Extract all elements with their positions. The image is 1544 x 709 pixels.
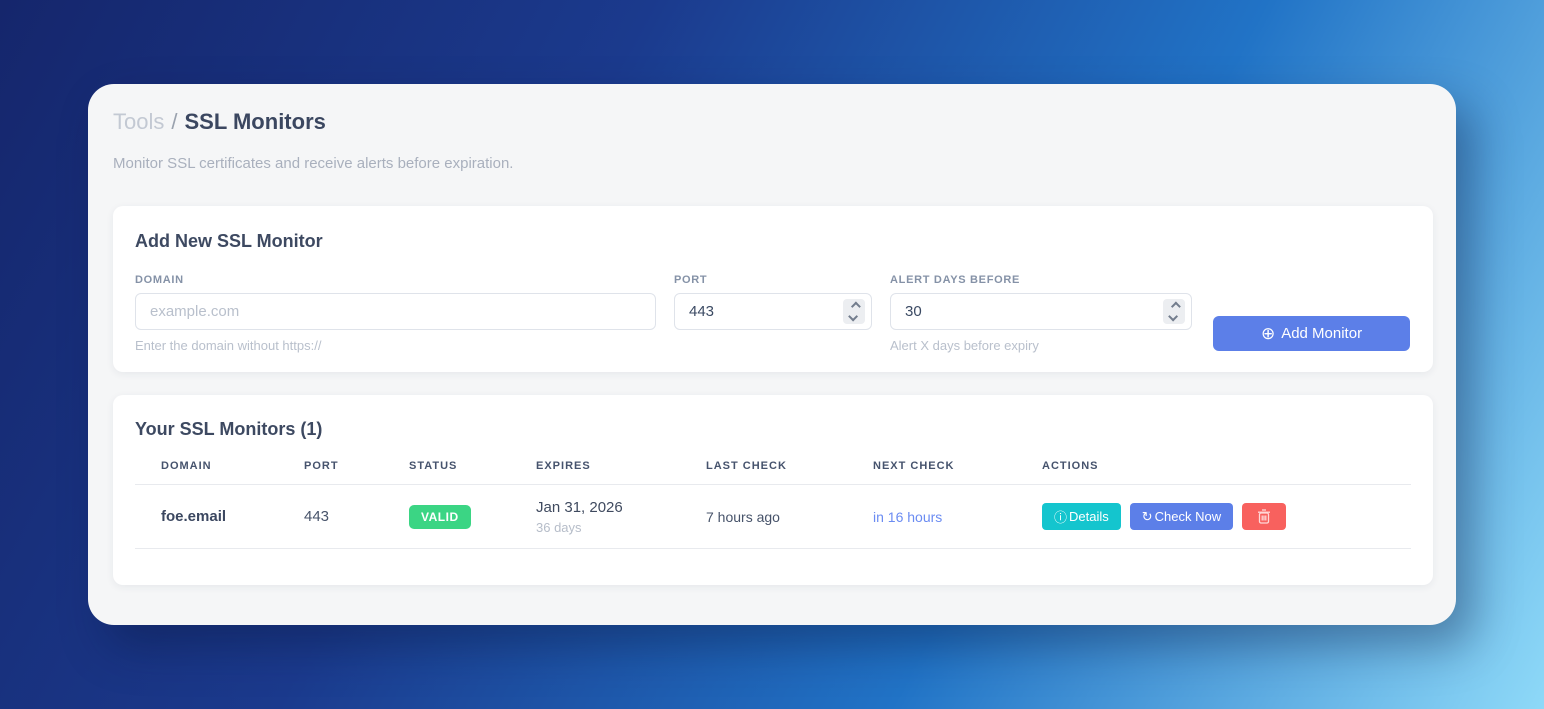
info-icon: ⓘ [1054,510,1068,525]
add-monitor-card-title: Add New SSL Monitor [135,231,323,251]
check-now-button-label: Check Now [1154,509,1222,524]
monitors-table: DOMAIN PORT STATUS EXPIRES LAST CHECK NE… [135,460,1411,549]
domain-label: DOMAIN [135,274,184,286]
alert-days-field-group: ALERT DAYS BEFORE Alert X days before ex… [890,274,1192,353]
chevron-down-icon [847,311,858,322]
check-now-button[interactable]: ↻ Check Now [1129,503,1234,530]
alert-days-input[interactable] [890,293,1192,330]
col-actions: ACTIONS [1042,460,1411,485]
chevron-up-icon [1170,301,1181,312]
add-monitor-form: DOMAIN Enter the domain without https://… [135,274,1411,353]
cell-status: VALID [409,484,536,549]
breadcrumb-tools[interactable]: Tools [113,109,165,134]
chevron-down-icon [1167,311,1178,322]
monitors-card-title: Your SSL Monitors (1) [135,419,323,439]
add-monitor-button-label: Add Monitor [1281,325,1363,342]
port-label: PORT [674,274,708,286]
status-badge: VALID [409,504,471,529]
cell-last-check: 7 hours ago [706,484,873,549]
col-port: PORT [304,460,409,485]
domain-field-group: DOMAIN Enter the domain without https:// [135,274,656,353]
breadcrumb: Tools / SSL Monitors [113,108,1431,136]
cell-actions: ⓘ Details ↻ Check Now [1042,484,1411,549]
cell-next-check: in 16 hours [873,484,1042,549]
port-field-group: PORT [674,274,872,353]
page-subtitle: Monitor SSL certificates and receive ale… [113,155,514,172]
expires-days-remaining: 36 days [536,519,582,535]
port-input[interactable] [674,293,872,330]
monitors-card: Your SSL Monitors (1) DOMAIN PORT STATUS… [113,395,1433,585]
alert-days-helper-text: Alert X days before expiry [890,338,1039,353]
col-expires: EXPIRES [536,460,706,485]
expires-date: Jan 31, 2026 [536,498,623,516]
details-button-label: Details [1069,509,1109,524]
chevron-up-icon [850,301,861,312]
circle-plus-icon: ⊕ [1260,324,1276,343]
alert-days-label: ALERT DAYS BEFORE [890,274,1021,286]
alert-days-stepper[interactable] [1163,299,1185,324]
col-last-check: LAST CHECK [706,460,873,485]
submit-group: ⊕ Add Monitor [1213,274,1410,353]
cell-expires: Jan 31, 2026 36 days [536,484,706,549]
col-next-check: NEXT CHECK [873,460,1042,485]
add-monitor-button[interactable]: ⊕ Add Monitor [1213,316,1410,351]
main-panel: Tools / SSL Monitors Monitor SSL certifica… [88,84,1456,625]
table-header-row: DOMAIN PORT STATUS EXPIRES LAST CHECK NE… [135,460,1411,485]
details-button[interactable]: ⓘ Details [1042,503,1121,530]
add-monitor-card: Add New SSL Monitor DOMAIN Enter the dom… [113,206,1433,372]
trash-icon [1258,509,1271,524]
page-title: SSL Monitors [184,109,326,134]
breadcrumb-separator: / [171,109,178,134]
cell-port: 443 [304,484,409,549]
delete-button[interactable] [1242,503,1287,530]
domain-input[interactable] [135,293,656,330]
port-stepper[interactable] [843,299,865,324]
col-domain: DOMAIN [135,460,304,485]
col-status: STATUS [409,460,536,485]
table-row: foe.email 443 VALID Jan 31, 2026 36 days… [135,484,1411,549]
cell-domain: foe.email [135,484,304,549]
domain-helper-text: Enter the domain without https:// [135,338,322,353]
refresh-icon: ↻ [1141,508,1153,524]
